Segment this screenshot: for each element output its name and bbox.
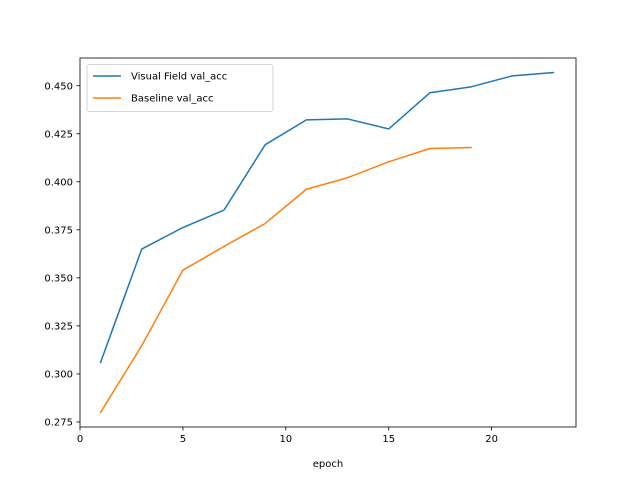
x-axis-label: epoch	[313, 459, 343, 470]
plot-frame	[79, 57, 577, 428]
y-tick-label: 0.325	[44, 322, 73, 333]
legend-box	[86, 64, 274, 112]
series-line-2	[99, 146, 472, 414]
y-tick-label: 0.300	[44, 370, 73, 381]
series-line-1	[99, 71, 555, 364]
legend-label-2: Baseline val_acc	[131, 94, 214, 105]
x-tick-label: 5	[180, 434, 186, 445]
y-tick-label: 0.400	[44, 177, 73, 188]
x-tick-label: 0	[77, 434, 83, 445]
legend-label-1: Visual Field val_acc	[131, 72, 227, 83]
x-tick-label: 10	[279, 434, 292, 445]
y-tick-label: 0.350	[44, 273, 73, 284]
legend: Visual Field val_acc Baseline val_acc	[86, 64, 274, 112]
x-tick-label: 20	[485, 434, 498, 445]
y-tick-label: 0.275	[44, 418, 73, 429]
y-tick-label: 0.425	[44, 129, 73, 140]
y-tick-label: 0.375	[44, 225, 73, 236]
x-tick-label: 15	[382, 434, 395, 445]
series-layer	[99, 71, 555, 414]
y-tick-label: 0.450	[44, 81, 73, 92]
axes-layer: 0 5 10 15 20 0.275 0.300 0.325 0.350 0.375 0.400 0.…	[44, 57, 577, 445]
